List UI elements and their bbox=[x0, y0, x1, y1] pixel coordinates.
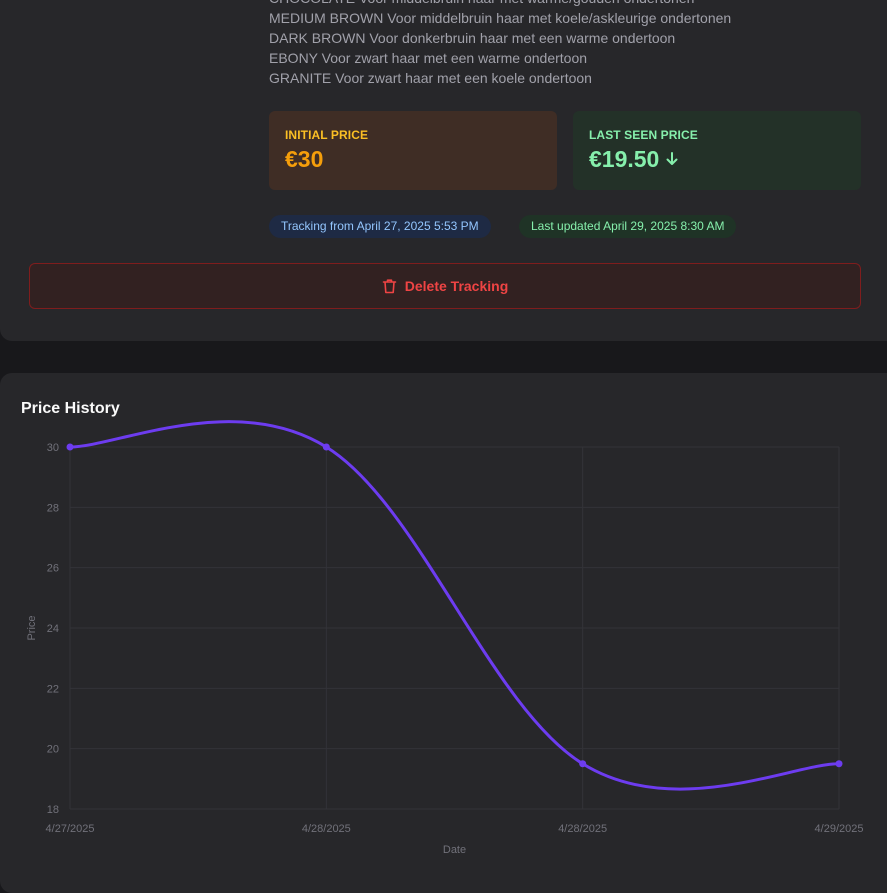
price-data-point bbox=[66, 443, 74, 451]
last-updated-badge: Last updated April 29, 2025 8:30 AM bbox=[519, 215, 737, 238]
y-tick-label: 30 bbox=[47, 442, 59, 454]
price-history-title: Price History bbox=[21, 400, 120, 417]
initial-price-box: INITIAL PRICE €30 bbox=[269, 111, 557, 190]
y-tick-label: 18 bbox=[47, 804, 59, 816]
description-line: DARK BROWN Voor donkerbruin haar met een… bbox=[269, 30, 676, 46]
arrow-down-icon bbox=[665, 146, 679, 173]
last-seen-price-box: LAST SEEN PRICE €19.50 bbox=[573, 111, 861, 190]
delete-tracking-button[interactable]: Delete Tracking bbox=[29, 263, 861, 309]
price-series-line bbox=[69, 420, 840, 791]
description-line: GRANITE Voor zwart haar met een koele on… bbox=[269, 70, 592, 86]
description-line: EBONY Voor zwart haar met een warme onde… bbox=[269, 50, 588, 66]
price-data-point bbox=[579, 760, 587, 768]
last-seen-price-value: €19.50 bbox=[589, 146, 845, 173]
description-line: CHOCOLATE Voor middelbruin haar met warm… bbox=[269, 0, 731, 8]
product-description: CHOCOLATE Voor middelbruin haar met warm… bbox=[269, 0, 731, 88]
y-tick-label: 22 bbox=[47, 683, 59, 695]
last-seen-price-label: LAST SEEN PRICE bbox=[589, 128, 698, 142]
y-tick-label: 20 bbox=[47, 744, 59, 756]
price-data-point bbox=[835, 760, 843, 768]
tracking-since-badge: Tracking from April 27, 2025 5:53 PM bbox=[269, 215, 491, 238]
description-line: MEDIUM BROWN Voor middelbruin haar met k… bbox=[269, 10, 732, 26]
x-tick-label: 4/28/2025 bbox=[558, 823, 607, 835]
x-tick-label: 4/28/2025 bbox=[302, 823, 351, 835]
price-history-card bbox=[0, 373, 887, 893]
initial-price-label: INITIAL PRICE bbox=[285, 128, 369, 142]
y-axis-label: Price bbox=[26, 615, 38, 640]
initial-price-value: €30 bbox=[285, 146, 541, 173]
y-tick-label: 24 bbox=[47, 623, 59, 635]
last-seen-price-amount: €19.50 bbox=[589, 146, 660, 172]
delete-tracking-label: Delete Tracking bbox=[404, 278, 509, 294]
price-data-point bbox=[322, 443, 330, 451]
y-tick-label: 28 bbox=[47, 502, 59, 514]
initial-price-amount: €30 bbox=[285, 146, 324, 172]
x-axis-label: Date bbox=[443, 844, 466, 856]
x-tick-label: 4/27/2025 bbox=[46, 823, 95, 835]
trash-icon bbox=[382, 278, 397, 294]
y-tick-label: 26 bbox=[47, 563, 59, 575]
x-tick-label: 4/29/2025 bbox=[815, 823, 864, 835]
